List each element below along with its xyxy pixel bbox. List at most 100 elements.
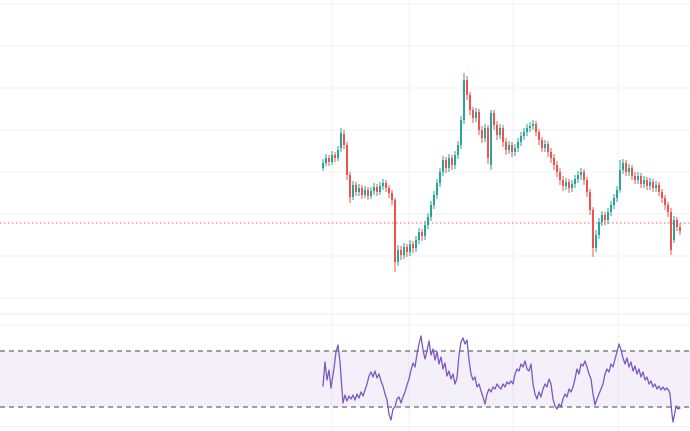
candle-body <box>331 155 333 162</box>
candle-body <box>595 235 597 248</box>
candle-body <box>538 132 540 140</box>
candle-body <box>562 180 564 186</box>
candle-body <box>598 222 600 235</box>
candle-body <box>367 190 369 196</box>
candle-body <box>388 188 390 193</box>
candle-body <box>376 187 378 192</box>
candle-body <box>544 144 546 148</box>
candle-body <box>475 112 477 118</box>
candle-body <box>517 142 519 148</box>
candle-body <box>358 188 360 192</box>
rsi-line-series <box>322 335 681 423</box>
candle-body <box>391 193 393 200</box>
candle-body <box>361 188 363 195</box>
candle-body <box>484 128 486 138</box>
candle-body <box>661 192 663 198</box>
candle-body <box>586 180 588 192</box>
candle-body <box>670 212 672 250</box>
candle-body <box>451 158 453 165</box>
candle-body <box>349 175 351 197</box>
candle-body <box>466 80 468 95</box>
candle-body <box>460 120 462 145</box>
candle-body <box>514 148 516 152</box>
candle-body <box>529 126 531 128</box>
candle-body <box>502 128 504 142</box>
candle-body <box>334 155 336 158</box>
candle-body <box>625 163 627 172</box>
candle-body <box>556 165 558 172</box>
candle-body <box>508 145 510 150</box>
candle-body <box>385 183 387 188</box>
candle-body <box>493 113 495 125</box>
candle-body <box>487 128 489 158</box>
candle-body <box>673 220 675 240</box>
candle-body <box>373 187 375 191</box>
rsi-line <box>322 335 681 423</box>
candle-body <box>637 176 639 180</box>
candle-body <box>409 244 411 252</box>
candle-body <box>601 215 603 222</box>
candle-body <box>613 198 615 205</box>
candle-body <box>610 205 612 212</box>
candle-body <box>499 128 501 135</box>
candle-body <box>565 182 567 186</box>
candle-body <box>655 185 657 188</box>
candle-body <box>379 186 381 192</box>
candle-body <box>478 112 480 130</box>
candle-body <box>424 225 426 236</box>
candle-body <box>649 182 651 186</box>
candle-body <box>523 132 525 136</box>
candle-body <box>418 232 420 240</box>
candle-body <box>343 134 345 145</box>
rsi-band-fill <box>0 351 690 407</box>
candle-body <box>622 163 624 170</box>
candle-body <box>325 158 327 163</box>
candle-body <box>652 182 654 188</box>
candle-body <box>574 179 576 184</box>
candle-body <box>394 200 396 262</box>
candle-body <box>436 183 438 195</box>
candle-body <box>511 145 513 152</box>
candle-body <box>664 198 666 205</box>
candle-body <box>568 182 570 188</box>
candle-body <box>430 205 432 217</box>
candle-body <box>646 180 648 186</box>
candle-body <box>634 176 636 180</box>
candle-body <box>580 172 582 175</box>
candle-body <box>520 136 522 142</box>
candle-body <box>505 142 507 150</box>
candle-body <box>454 155 456 165</box>
candle-body <box>619 170 621 190</box>
candle-body <box>448 158 450 168</box>
candle-body <box>679 227 681 231</box>
candle-body <box>340 133 342 148</box>
candle-body <box>382 183 384 186</box>
candle-body <box>322 163 324 168</box>
candle-body <box>631 168 633 176</box>
candle-body <box>469 95 471 110</box>
candle-body <box>667 205 669 212</box>
candle-body <box>421 232 423 236</box>
candle-body <box>589 192 591 210</box>
candle-body <box>526 128 528 132</box>
candle-body <box>550 152 552 158</box>
candle-body <box>433 195 435 205</box>
candle-body <box>535 124 537 132</box>
candle-body <box>640 176 642 184</box>
candle-body <box>412 244 414 248</box>
candle-body <box>352 185 354 197</box>
candle-body <box>415 240 417 248</box>
candle-body <box>607 212 609 220</box>
candle-body <box>592 210 594 248</box>
candle-body <box>328 158 330 162</box>
candle-body <box>616 190 618 198</box>
candle-body <box>403 247 405 255</box>
candle-body <box>463 80 465 120</box>
candle-body <box>397 250 399 262</box>
candle-body <box>532 124 534 126</box>
candle-body <box>457 145 459 155</box>
candle-body <box>370 191 372 196</box>
